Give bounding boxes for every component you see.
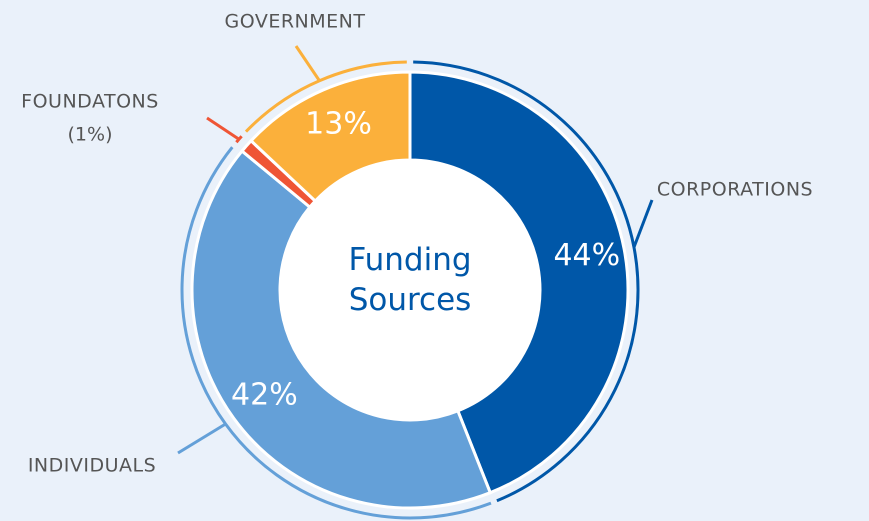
category-label: GOVERNMENT xyxy=(225,11,366,33)
category-label: INDIVIDUALS xyxy=(28,455,156,477)
leader-line xyxy=(294,45,321,82)
leader-line xyxy=(632,199,654,248)
category-label: CORPORATIONS xyxy=(657,179,813,201)
category-label: FOUNDATONS xyxy=(21,91,159,113)
value-label: 13% xyxy=(305,106,372,141)
value-label: (1%) xyxy=(68,124,113,146)
leader-line xyxy=(206,116,240,141)
slice xyxy=(190,148,493,510)
value-label: 44% xyxy=(553,238,620,273)
leader-line xyxy=(177,422,227,455)
donut-hole xyxy=(280,160,540,420)
chart-title: Funding Sources xyxy=(348,242,472,318)
ring-arc xyxy=(180,146,492,520)
ring-arc xyxy=(244,60,407,133)
value-label: 42% xyxy=(231,377,298,412)
